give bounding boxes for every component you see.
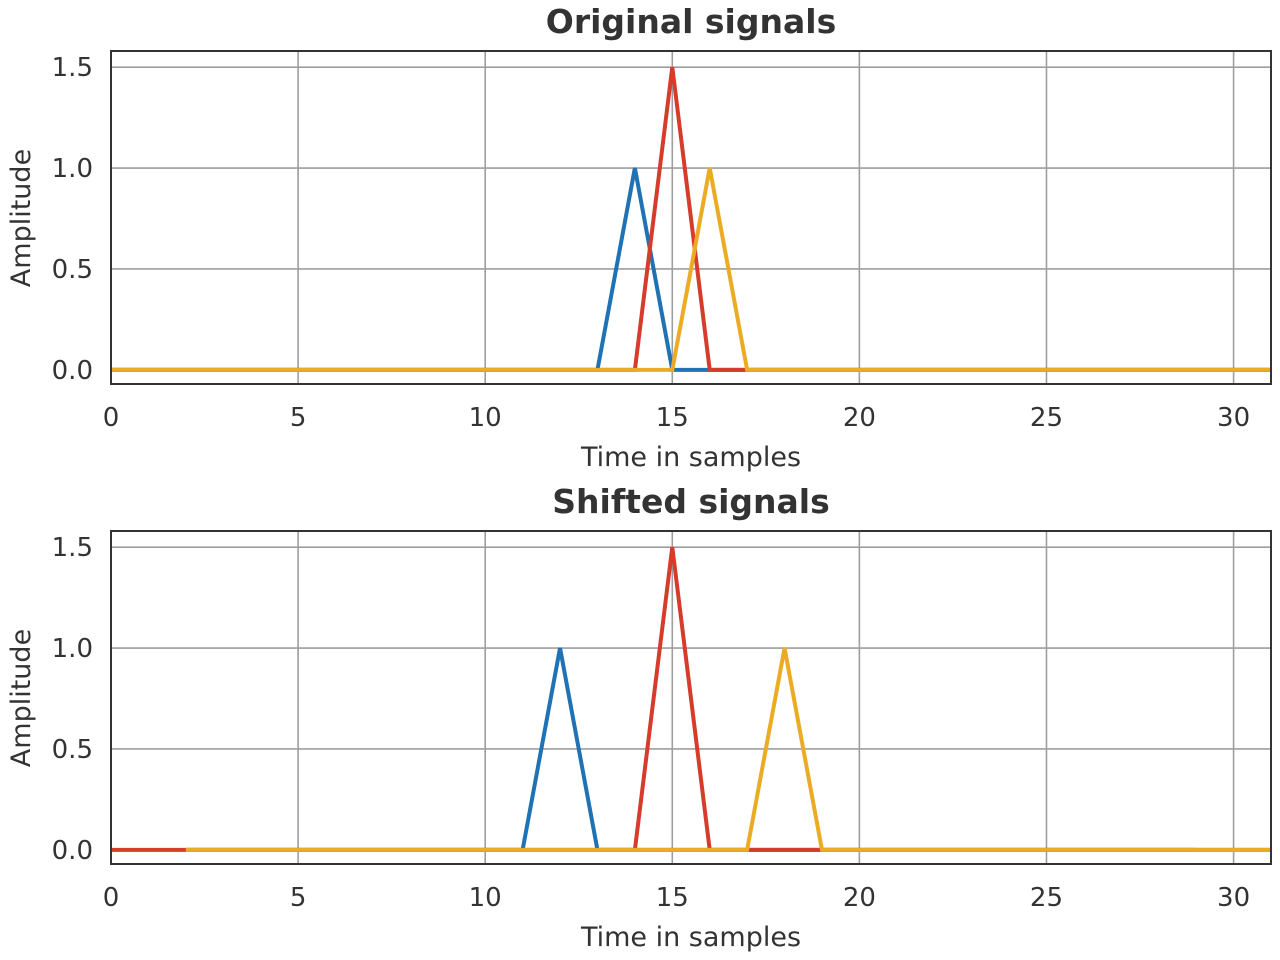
y-tick-label: 0.5 <box>52 735 93 765</box>
x-tick-label: 15 <box>656 883 689 913</box>
x-tick-label: 5 <box>290 883 307 913</box>
y-tick-labels: 0.0 0.5 1.0 1.5 <box>52 53 93 386</box>
chart-title: Shifted signals <box>552 482 830 521</box>
y-tick-label: 0.0 <box>52 356 93 386</box>
series-lines <box>111 66 1271 372</box>
y-axis-label: Amplitude <box>6 149 37 287</box>
x-tick-label: 5 <box>290 403 307 433</box>
x-tick-labels: 0 5 10 15 20 25 30 <box>103 883 1250 913</box>
y-tick-label: 0.0 <box>52 836 93 866</box>
plot-frame <box>110 50 1272 385</box>
y-tick-label: 1.0 <box>52 634 93 664</box>
x-tick-label: 30 <box>1217 403 1250 433</box>
x-tick-label: 15 <box>656 403 689 433</box>
x-tick-label: 0 <box>103 883 120 913</box>
x-axis-label: Time in samples <box>580 922 801 953</box>
y-tick-labels: 0.0 0.5 1.0 1.5 <box>52 533 93 866</box>
x-tick-label: 20 <box>843 403 876 433</box>
y-tick-label: 1.0 <box>52 154 93 184</box>
y-axis-label: Amplitude <box>6 629 37 767</box>
x-axis-label: Time in samples <box>580 442 801 473</box>
x-tick-label: 10 <box>469 883 502 913</box>
y-tick-label: 0.5 <box>52 255 93 285</box>
x-tick-label: 25 <box>1030 883 1063 913</box>
x-tick-label: 25 <box>1030 403 1063 433</box>
series-line-3 <box>111 167 1271 372</box>
y-tick-label: 1.5 <box>52 53 93 83</box>
x-tick-labels: 0 5 10 15 20 25 30 <box>103 403 1250 433</box>
chart-title: Original signals <box>546 2 836 41</box>
x-tick-label: 20 <box>843 883 876 913</box>
x-tick-label: 0 <box>103 403 120 433</box>
subplot-original: Original signals 0 5 10 15 20 25 30 0.0 0.5 1.0 1… <box>6 2 1272 473</box>
x-tick-label: 10 <box>469 403 502 433</box>
series-line-3 <box>185 647 1271 852</box>
series-lines <box>111 546 1271 852</box>
plot-frame <box>110 530 1272 865</box>
subplot-shifted: Shifted signals 0 5 10 15 20 25 30 0.0 0.5 1.0 1.… <box>6 482 1272 953</box>
y-tick-label: 1.5 <box>52 533 93 563</box>
x-tick-label: 30 <box>1217 883 1250 913</box>
